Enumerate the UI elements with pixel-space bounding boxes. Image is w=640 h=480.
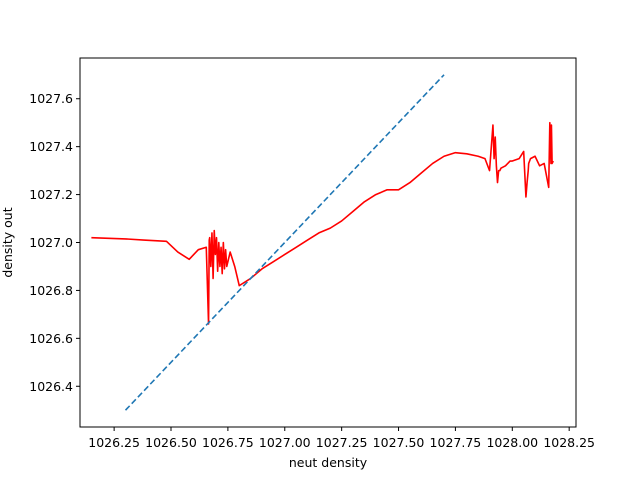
y-tick-label: 1026.8 bbox=[29, 283, 73, 298]
density-line-series bbox=[91, 121, 554, 325]
y-tick-label: 1026.6 bbox=[29, 331, 73, 346]
y-tick-label: 1027.2 bbox=[29, 187, 73, 202]
y-axis-ticks: 1026.4 1026.6 1026.8 1027.0 1027.2 1027.4 1027… bbox=[29, 91, 80, 394]
y-tick-label: 1026.4 bbox=[29, 379, 73, 394]
series-layer bbox=[91, 74, 554, 411]
x-tick-label: 1027.00 bbox=[259, 435, 311, 450]
y-axis-label: density out bbox=[0, 207, 15, 277]
x-tick-label: 1027.50 bbox=[373, 435, 425, 450]
x-tick-label: 1026.50 bbox=[145, 435, 197, 450]
x-axis-ticks: 1026.25 1026.50 1026.75 1027.00 1027.25 1027.… bbox=[88, 427, 595, 450]
y-tick-label: 1027.4 bbox=[29, 139, 73, 154]
x-tick-label: 1027.25 bbox=[316, 435, 368, 450]
x-tick-label: 1026.25 bbox=[88, 435, 140, 450]
x-axis-label: neut density bbox=[289, 455, 368, 470]
x-tick-label: 1027.75 bbox=[430, 435, 482, 450]
y-tick-label: 1027.6 bbox=[29, 91, 73, 106]
reference-line-series bbox=[124, 74, 445, 411]
x-tick-label: 1026.75 bbox=[202, 435, 254, 450]
x-tick-label: 1028.25 bbox=[543, 435, 595, 450]
y-tick-label: 1027.0 bbox=[29, 235, 73, 250]
x-tick-label: 1028.00 bbox=[486, 435, 538, 450]
